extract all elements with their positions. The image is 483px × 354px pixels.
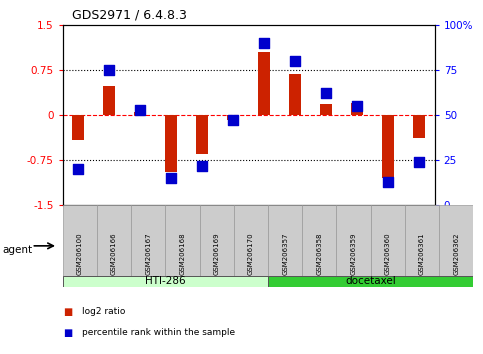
Bar <box>405 205 439 276</box>
Text: GSM206361: GSM206361 <box>419 232 425 275</box>
Point <box>354 103 361 109</box>
Text: percentile rank within the sample: percentile rank within the sample <box>82 328 235 337</box>
Point <box>415 159 423 165</box>
Text: GSM206167: GSM206167 <box>145 232 151 275</box>
Bar <box>72 115 85 140</box>
Text: GSM206362: GSM206362 <box>453 232 459 275</box>
Text: GSM206358: GSM206358 <box>316 232 322 275</box>
Bar <box>258 52 270 115</box>
Bar <box>199 205 234 276</box>
Point <box>384 179 392 185</box>
Bar <box>227 115 240 120</box>
Text: GSM206170: GSM206170 <box>248 232 254 275</box>
Text: GSM206357: GSM206357 <box>282 232 288 275</box>
Text: ■: ■ <box>63 328 72 338</box>
Text: GDS2971 / 6.4.8.3: GDS2971 / 6.4.8.3 <box>72 8 187 21</box>
Bar <box>289 74 301 115</box>
Text: GSM206100: GSM206100 <box>77 232 83 275</box>
Bar <box>234 205 268 276</box>
Text: GSM206168: GSM206168 <box>180 232 185 275</box>
Text: docetaxel: docetaxel <box>345 276 396 286</box>
Bar <box>371 205 405 276</box>
Bar <box>302 205 337 276</box>
Bar <box>413 115 426 138</box>
Point <box>74 166 82 172</box>
Text: HTI-286: HTI-286 <box>145 276 186 286</box>
Bar <box>63 276 268 287</box>
Bar <box>196 115 209 154</box>
Bar <box>131 205 165 276</box>
Bar <box>134 112 146 115</box>
Text: ■: ■ <box>63 307 72 316</box>
Text: agent: agent <box>2 245 32 255</box>
Point <box>136 107 144 113</box>
Point <box>322 91 330 96</box>
Bar <box>165 205 199 276</box>
Point <box>105 67 113 73</box>
Bar <box>351 103 363 115</box>
Text: GSM206360: GSM206360 <box>385 232 391 275</box>
Bar <box>320 104 332 115</box>
Point <box>260 40 268 46</box>
Bar <box>97 205 131 276</box>
Point <box>229 118 237 123</box>
Text: GSM206166: GSM206166 <box>111 232 117 275</box>
Bar <box>439 205 473 276</box>
Bar <box>165 115 177 172</box>
Text: GSM206359: GSM206359 <box>351 232 356 275</box>
Bar <box>382 115 395 178</box>
Bar <box>337 205 371 276</box>
Text: log2 ratio: log2 ratio <box>82 307 126 316</box>
Bar <box>268 205 302 276</box>
Bar <box>103 86 115 115</box>
Point <box>168 176 175 181</box>
Bar <box>63 205 97 276</box>
Point <box>199 163 206 169</box>
Point <box>291 58 299 64</box>
Text: GSM206169: GSM206169 <box>214 232 220 275</box>
Bar <box>268 276 473 287</box>
